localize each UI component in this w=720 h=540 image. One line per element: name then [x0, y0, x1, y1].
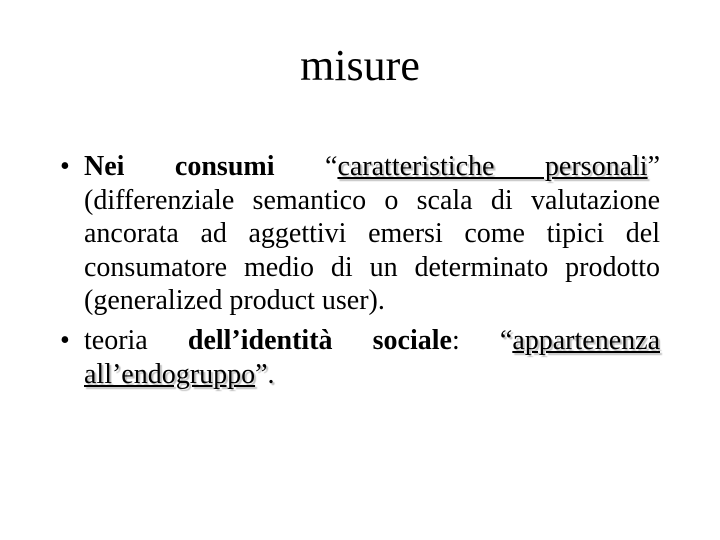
quote-close: ”	[255, 359, 267, 390]
bullet-rest: (differenziale semantico o scala di valu…	[84, 185, 660, 317]
quote-open: “	[500, 325, 512, 356]
bullet-strong: dell’identità sociale	[188, 325, 452, 356]
slide: misure Nei consumi “caratteristiche pers…	[0, 0, 720, 540]
slide-title: misure	[0, 40, 720, 91]
quote-open: “	[325, 151, 337, 182]
slide-body: Nei consumi “caratteristiche personali” …	[60, 150, 660, 397]
bullet-emph: caratteristiche personali	[337, 151, 647, 182]
bullet-mid: :	[452, 325, 500, 356]
list-item: Nei consumi “caratteristiche personali” …	[60, 150, 660, 318]
bullet-list: Nei consumi “caratteristiche personali” …	[60, 150, 660, 391]
list-item: teoria dell’identità sociale: “appartene…	[60, 324, 660, 391]
bullet-tail: .	[268, 359, 275, 390]
quote-close: ”	[648, 151, 660, 182]
bullet-pre: teoria	[84, 325, 188, 356]
bullet-pre: Nei consumi	[84, 151, 275, 182]
